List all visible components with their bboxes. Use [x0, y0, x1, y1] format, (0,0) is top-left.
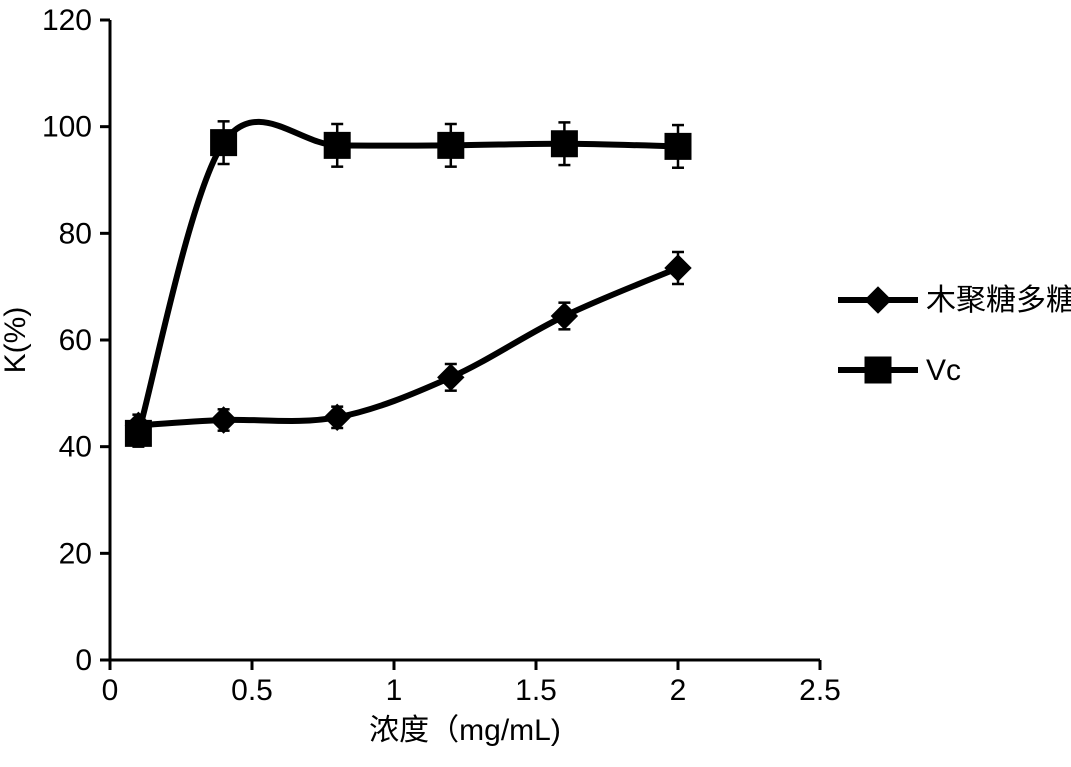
- series-line-diamond: [138, 268, 678, 425]
- diamond-marker: [665, 255, 691, 281]
- y-tick-label: 120: [42, 4, 92, 37]
- x-axis-title: 浓度（mg/mL): [369, 714, 561, 747]
- x-tick-label: 2: [670, 674, 687, 707]
- square-marker: [211, 130, 237, 156]
- y-tick-label: 80: [59, 217, 92, 250]
- legend-diamond-icon: [865, 287, 891, 313]
- x-tick-label: 0.5: [231, 674, 273, 707]
- series-line-square: [138, 122, 678, 433]
- x-tick-label: 0: [102, 674, 119, 707]
- diamond-marker: [438, 364, 464, 390]
- y-tick-label: 60: [59, 324, 92, 357]
- x-tick-label: 2.5: [799, 674, 841, 707]
- square-marker: [551, 131, 577, 157]
- legend-square-icon: [865, 357, 891, 383]
- y-tick-label: 20: [59, 537, 92, 570]
- y-tick-label: 40: [59, 431, 92, 464]
- square-marker: [665, 133, 691, 159]
- diamond-marker: [211, 407, 237, 433]
- legend-label: 木聚糖多糖铁: [926, 284, 1071, 317]
- x-tick-label: 1: [386, 674, 403, 707]
- diamond-marker: [324, 404, 350, 430]
- legend-label: Vc: [926, 354, 961, 387]
- line-chart: 0 20 40 60 80 100 120 0 0.5 1 1.5 2 2.5 浓度（mg/mL) K(%)…: [0, 0, 1071, 767]
- square-marker: [324, 132, 350, 158]
- y-tick-label: 100: [42, 111, 92, 144]
- chart-container: 0 20 40 60 80 100 120 0 0.5 1 1.5 2 2.5 浓度（mg/mL) K(%)…: [0, 0, 1071, 767]
- square-marker: [438, 132, 464, 158]
- x-tick-label: 1.5: [515, 674, 557, 707]
- square-marker: [125, 420, 151, 446]
- y-tick-label: 0: [75, 644, 92, 677]
- y-axis-title: K(%): [0, 307, 32, 374]
- diamond-marker: [551, 303, 577, 329]
